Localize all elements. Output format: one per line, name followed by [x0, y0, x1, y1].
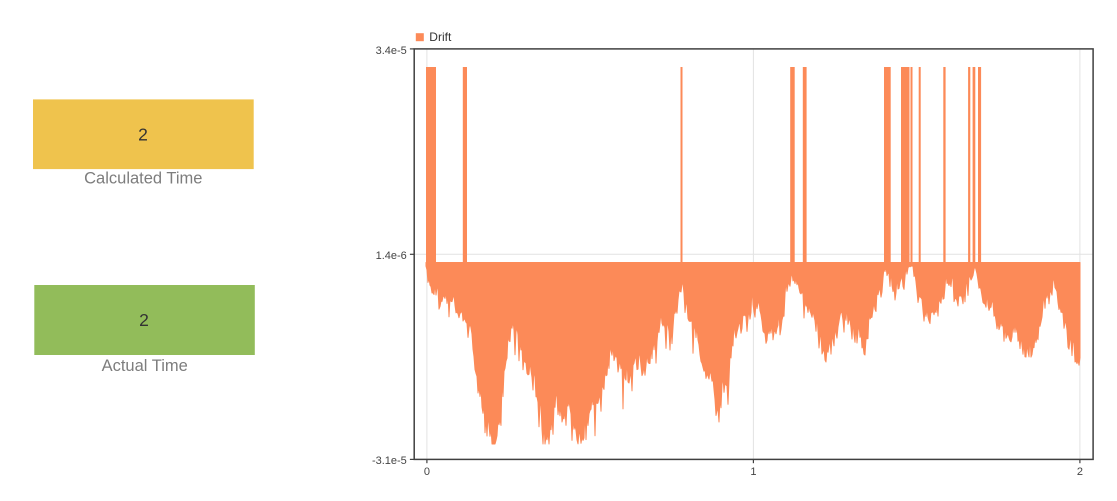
svg-text:0: 0 — [424, 466, 430, 478]
svg-text:Drift: Drift — [429, 30, 452, 44]
svg-text:Actual Time: Actual Time — [102, 357, 188, 375]
svg-text:2: 2 — [1077, 466, 1083, 478]
svg-text:3.4e-5: 3.4e-5 — [376, 45, 407, 57]
svg-text:1: 1 — [750, 466, 756, 478]
svg-text:2: 2 — [139, 310, 149, 330]
svg-text:1.4e-6: 1.4e-6 — [376, 250, 407, 262]
svg-text:-3.1e-5: -3.1e-5 — [372, 455, 407, 467]
svg-text:2: 2 — [138, 125, 148, 145]
svg-text:Calculated Time: Calculated Time — [84, 170, 202, 188]
